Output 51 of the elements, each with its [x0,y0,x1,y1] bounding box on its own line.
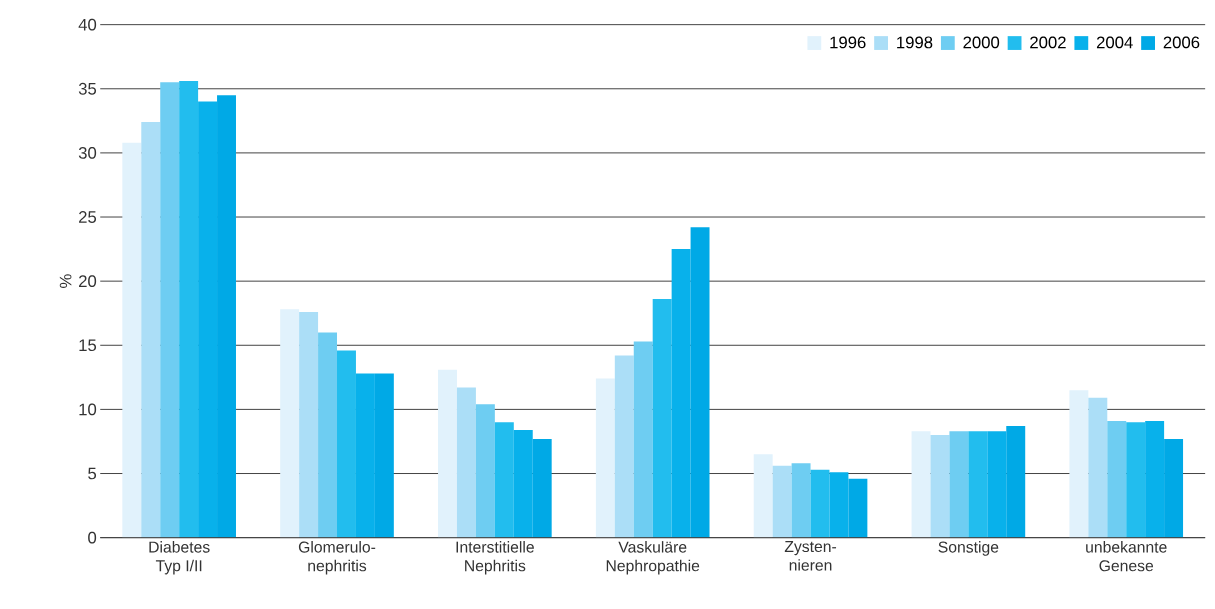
bar [1069,390,1089,538]
bar [1107,421,1127,538]
bar [614,355,634,538]
x-tick-label: Zysten- nieren [784,541,837,571]
bar [160,82,180,538]
bar [179,81,199,538]
bar [949,431,969,538]
bar [494,422,514,538]
bar [141,122,161,538]
x-tick-label: Interstitielle Nephritis [456,541,534,575]
y-axis-title: % [59,274,72,289]
x-tick-label: Sonstige [938,541,999,556]
bar [475,404,495,538]
bar [772,465,792,538]
bar [1126,422,1146,538]
y-tick-label: 30 [78,147,97,159]
y-tick-label: 0 [88,531,97,544]
x-tick-label: Vaskuläre Nephropathie [606,541,700,575]
bar [810,469,830,538]
y-tick-label: 20 [79,275,97,288]
bar [968,431,988,538]
bar [299,312,319,538]
x-tick-label: Diabetes Typ I/II [149,541,210,575]
y-tick-label: 25 [79,211,97,224]
y-tick-label: 10 [79,403,97,416]
bar [753,454,773,538]
legend-label: 2004 [1096,36,1133,49]
y-tick-label: 35 [78,83,97,95]
y-tick-label: 15 [79,339,97,352]
legend-label: 2002 [1030,36,1066,49]
legend-label: 1996 [830,36,866,49]
bar [791,463,811,538]
bar [438,369,457,538]
bar [911,431,931,538]
legend-label: 2000 [963,36,1000,49]
legend-label: 1998 [897,36,933,49]
y-tick-label: 40 [78,18,97,31]
bar [1088,398,1108,538]
bar [595,378,615,538]
bar [122,142,142,538]
legend-label: 2006 [1163,36,1200,49]
x-tick-label: unbekannte Genese [1086,541,1167,572]
bar [337,350,356,538]
x-tick-label: Glomerulo- nephritis [298,541,376,575]
bar [633,341,653,538]
y-tick-label: 5 [88,467,97,480]
bar [456,387,476,538]
bar [318,332,338,538]
bar [652,299,672,538]
bar [930,435,950,538]
bar [280,309,300,538]
